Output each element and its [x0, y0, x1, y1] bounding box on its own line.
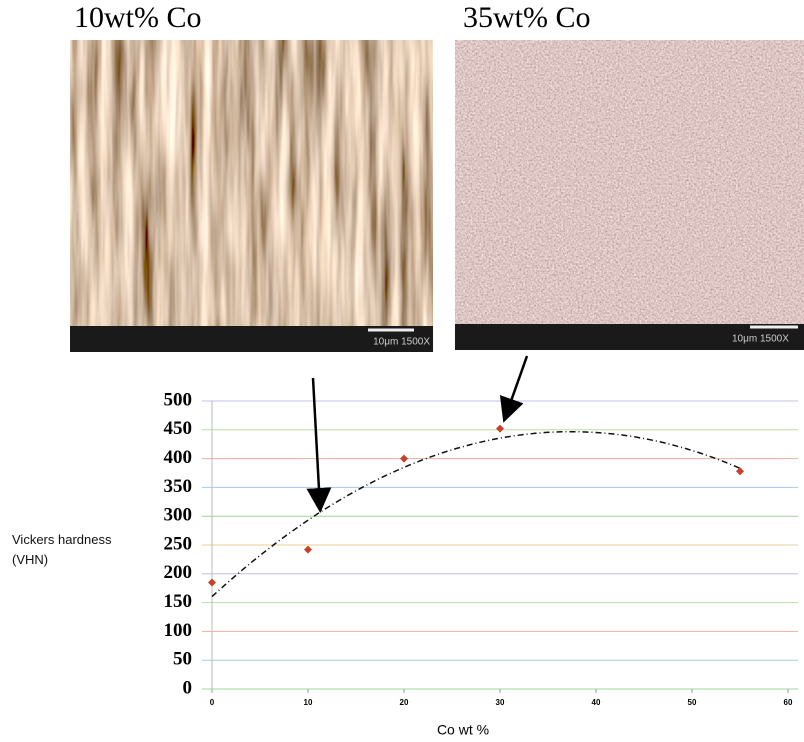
- y-tick-label: 100: [164, 620, 193, 641]
- point: [400, 455, 408, 463]
- y-tick-label: 350: [164, 476, 193, 497]
- y-tick-label: 300: [164, 505, 193, 526]
- x-tick-label: 0: [210, 698, 215, 707]
- scale-text: 10μm 1500X: [373, 337, 430, 348]
- y-tick-label: 450: [164, 418, 193, 439]
- y-tick-label: 200: [164, 562, 193, 583]
- y-tick-label: 50: [173, 649, 192, 670]
- figure: 10wt% Co 35wt% Co 10μm 1500X 10μm 1500X …: [0, 0, 804, 742]
- x-tick-label: 50: [688, 698, 697, 707]
- x-axis-title: Co wt %: [437, 722, 489, 738]
- y-tick-label: 0: [183, 677, 193, 698]
- x-tick-label: 40: [592, 698, 601, 707]
- y-tick-label: 250: [164, 533, 193, 554]
- point: [496, 425, 504, 433]
- point: [304, 546, 312, 554]
- y-axis-title: Vickers hardness (VHN): [12, 530, 150, 570]
- scale-text: 10μm 1500X: [732, 334, 789, 345]
- y-tick-label: 150: [164, 591, 193, 612]
- arrow: [313, 378, 320, 508]
- page: 10wt% Co 35wt% Co 10μm 1500X 10μm 1500X …: [0, 0, 804, 742]
- point: [208, 578, 216, 586]
- x-tick-label: 20: [400, 698, 409, 707]
- image-label: 10wt% Co: [74, 1, 202, 34]
- image-label: 35wt% Co: [463, 1, 591, 34]
- y-tick-label: 400: [164, 447, 193, 468]
- micrograph: [70, 40, 433, 326]
- trendline: [212, 432, 740, 597]
- micrograph: [455, 40, 804, 324]
- point: [736, 467, 744, 475]
- x-tick-label: 30: [496, 698, 505, 707]
- x-tick-label: 10: [304, 698, 313, 707]
- arrow: [505, 356, 527, 418]
- x-tick-label: 60: [784, 698, 793, 707]
- y-tick-label: 500: [164, 389, 193, 410]
- plot: 0 50 100 150 200 250 300 350 400 450 500 0 10 20 30 40 5…: [164, 389, 799, 707]
